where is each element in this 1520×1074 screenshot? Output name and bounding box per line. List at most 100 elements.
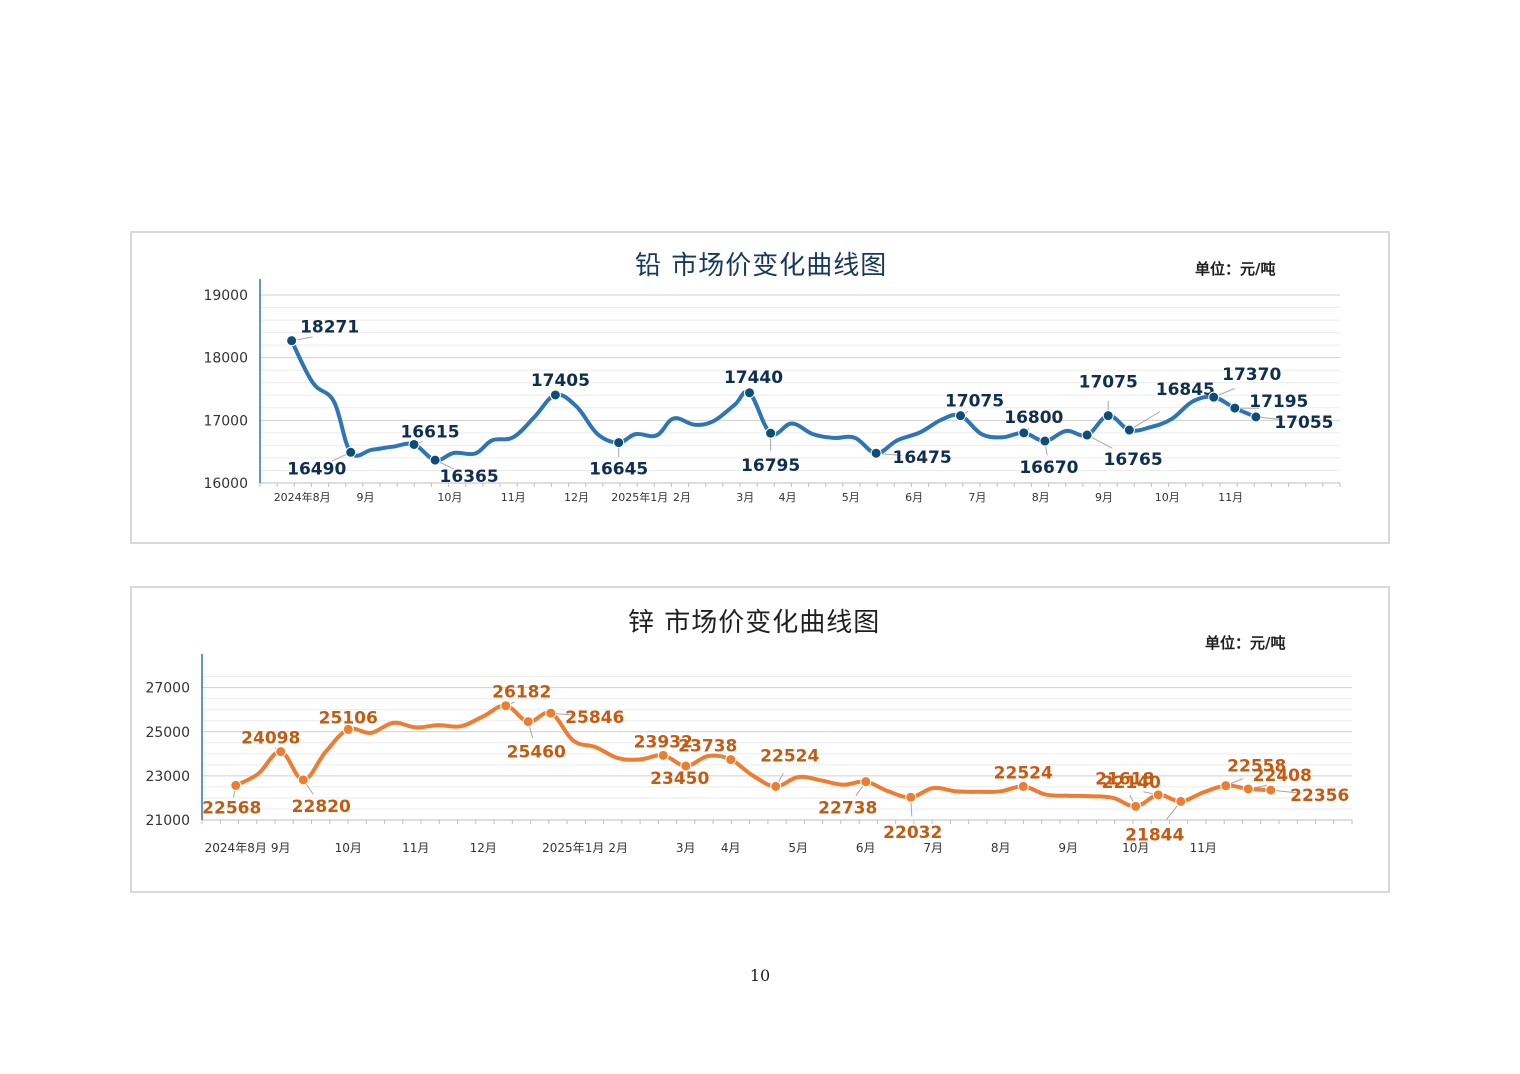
data-point-marker (549, 389, 561, 401)
lead-gridlines (260, 294, 1340, 471)
x-month-label: 11月 (1190, 841, 1217, 855)
data-label: 25846 (565, 708, 624, 728)
data-label: 24098 (241, 729, 300, 749)
lead-price-chart-panel: 铅 市场价变化曲线图 单位：元/吨 16000 17000 18000 19000 20… (130, 231, 1390, 544)
data-point-marker (955, 410, 967, 422)
data-point-marker (765, 427, 777, 439)
data-point-marker (1175, 795, 1187, 807)
x-month-label: 10月 (335, 841, 362, 855)
data-point-marker (286, 335, 298, 347)
data-point-marker (1017, 780, 1029, 792)
zinc-price-chart-panel: 锌 市场价变化曲线图 单位：元/吨 21000 23000 25000 27000 20… (130, 586, 1390, 893)
data-label: 16365 (440, 467, 499, 487)
y-tick-label: 19000 (203, 288, 248, 304)
data-label: 16475 (893, 448, 952, 468)
x-month-label: 10月 (437, 491, 462, 504)
x-month-label: 2024年8月 (274, 490, 331, 504)
data-label: 17370 (1222, 365, 1281, 385)
y-tick-label: 25000 (145, 725, 190, 741)
x-month-label: 9月 (271, 841, 291, 855)
data-point-marker (1208, 391, 1220, 403)
data-label: 16645 (589, 460, 648, 480)
x-month-label: 7月 (923, 841, 943, 855)
x-month-label: 7月 (968, 491, 986, 504)
x-month-label: 9月 (357, 491, 375, 504)
x-month-label: 9月 (1058, 841, 1078, 855)
data-point-marker (613, 437, 625, 449)
zinc-chart-title: 锌 市场价变化曲线图 (628, 608, 881, 638)
y-tick-label: 21000 (145, 813, 190, 829)
x-month-label: 5月 (842, 491, 860, 504)
x-month-label: 6月 (905, 491, 923, 504)
data-point-marker (1152, 789, 1164, 801)
data-point-marker (230, 779, 242, 791)
x-month-label: 11月 (1218, 491, 1243, 504)
y-tick-label: 18000 (203, 351, 248, 367)
lead-x-ticks (259, 483, 1341, 487)
data-point-marker (522, 716, 534, 728)
data-label: 22032 (883, 823, 942, 843)
data-label: 22738 (818, 799, 877, 819)
x-month-label: 4月 (779, 491, 797, 504)
data-point-marker (1229, 402, 1241, 414)
data-label: 22524 (994, 763, 1053, 783)
page-number: 10 (749, 966, 771, 985)
data-point-marker (1250, 411, 1262, 423)
data-label: 23738 (678, 737, 737, 757)
data-point-marker (342, 723, 354, 735)
data-label: 22524 (760, 746, 819, 766)
data-point-marker (1018, 427, 1030, 439)
x-month-label: 12月 (564, 491, 589, 504)
data-point-marker (408, 438, 420, 450)
data-label: 16490 (287, 459, 346, 479)
data-label: 16615 (400, 422, 459, 442)
data-point-marker (725, 754, 737, 766)
lead-unit-label: 单位：元/吨 (1195, 260, 1276, 278)
data-point-marker (1242, 783, 1254, 795)
data-point-marker (744, 387, 756, 399)
data-point-marker (905, 791, 917, 803)
data-label: 16845 (1156, 380, 1215, 400)
data-label: 21618 (1095, 769, 1154, 789)
data-label: 17075 (1079, 373, 1138, 393)
x-month-label: 9月 (1095, 491, 1113, 504)
x-month-label: 4月 (721, 841, 741, 855)
lead-chart-title: 铅 市场价变化曲线图 (635, 251, 888, 281)
data-label: 18271 (300, 318, 359, 338)
data-label: 26182 (492, 683, 551, 703)
data-label: 22568 (202, 798, 261, 818)
x-month-label: 10月 (1122, 841, 1149, 855)
y-tick-label: 23000 (145, 769, 190, 785)
data-point-marker (545, 707, 557, 719)
data-label: 23932 (634, 732, 693, 752)
zinc-gridlines (202, 676, 1352, 810)
data-point-marker (1102, 410, 1114, 422)
x-month-label: 11月 (402, 841, 429, 855)
data-point-marker (500, 700, 512, 712)
data-point-marker (1081, 429, 1093, 441)
data-point-marker (1220, 780, 1232, 792)
x-month-label: 2025年1月 (611, 490, 668, 504)
data-point-marker (1265, 784, 1277, 796)
data-point-marker (870, 447, 882, 459)
data-point-marker (1123, 424, 1135, 436)
x-month-label: 2月 (608, 841, 628, 855)
zinc-x-ticks (201, 820, 1353, 824)
data-point-marker (275, 746, 287, 758)
data-label: 17075 (945, 392, 1004, 412)
data-point-marker (860, 776, 872, 788)
data-label: 21844 (1125, 825, 1184, 845)
data-label: 22408 (1253, 766, 1312, 786)
data-point-marker (429, 454, 441, 466)
data-point-marker (770, 780, 782, 792)
x-month-label: 2月 (673, 491, 691, 504)
label-leader-line (1129, 411, 1161, 431)
data-label: 17055 (1274, 413, 1333, 433)
data-point-marker (1130, 800, 1142, 812)
y-tick-label: 17000 (203, 413, 248, 429)
data-label: 16670 (1019, 458, 1078, 478)
data-label: 23450 (650, 769, 709, 789)
data-label: 17405 (531, 371, 590, 391)
data-label: 16765 (1104, 450, 1163, 470)
x-month-label: 6月 (856, 841, 876, 855)
